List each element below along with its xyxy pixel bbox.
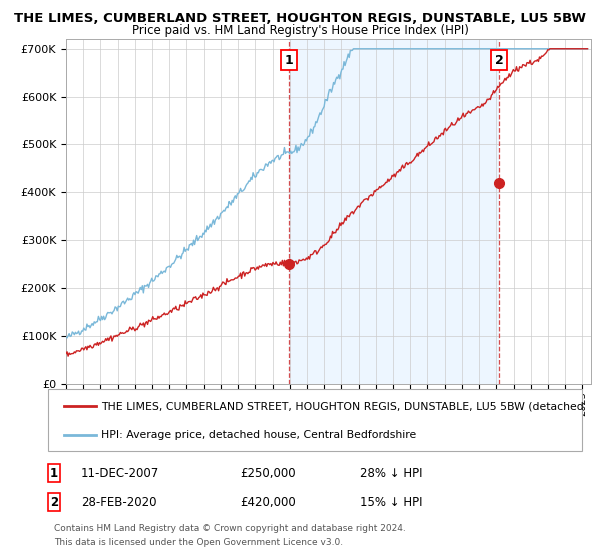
Text: THE LIMES, CUMBERLAND STREET, HOUGHTON REGIS, DUNSTABLE, LU5 5BW (detached: THE LIMES, CUMBERLAND STREET, HOUGHTON R…: [101, 402, 584, 412]
Text: HPI: Average price, detached house, Central Bedfordshire: HPI: Average price, detached house, Cent…: [101, 430, 416, 440]
Text: 1: 1: [50, 466, 58, 480]
Text: 2: 2: [50, 496, 58, 509]
FancyBboxPatch shape: [48, 389, 582, 451]
Text: Contains HM Land Registry data © Crown copyright and database right 2024.: Contains HM Land Registry data © Crown c…: [54, 524, 406, 533]
Text: 11-DEC-2007: 11-DEC-2007: [81, 466, 159, 480]
Text: 28-FEB-2020: 28-FEB-2020: [81, 496, 157, 509]
Text: 2: 2: [495, 54, 503, 67]
Text: 1: 1: [284, 54, 293, 67]
Text: £420,000: £420,000: [240, 496, 296, 509]
Text: 15% ↓ HPI: 15% ↓ HPI: [360, 496, 422, 509]
Bar: [289, 39, 499, 384]
Text: 28% ↓ HPI: 28% ↓ HPI: [360, 466, 422, 480]
Text: THE LIMES, CUMBERLAND STREET, HOUGHTON REGIS, DUNSTABLE, LU5 5BW: THE LIMES, CUMBERLAND STREET, HOUGHTON R…: [14, 12, 586, 25]
Text: This data is licensed under the Open Government Licence v3.0.: This data is licensed under the Open Gov…: [54, 538, 343, 547]
Text: £250,000: £250,000: [240, 466, 296, 480]
Text: Price paid vs. HM Land Registry's House Price Index (HPI): Price paid vs. HM Land Registry's House …: [131, 24, 469, 36]
